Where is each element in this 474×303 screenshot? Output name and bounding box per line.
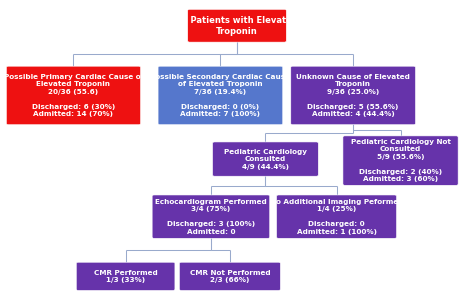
Text: Unknown Cause of Elevated
Troponin
9/36 (25.0%)

Discharged: 5 (55.6%)
Admitted:: Unknown Cause of Elevated Troponin 9/36 … (296, 74, 410, 117)
Text: 36 Patients with Elevated
Troponin: 36 Patients with Elevated Troponin (176, 16, 298, 36)
Text: Pediatric Cardiology
Consulted
4/9 (44.4%): Pediatric Cardiology Consulted 4/9 (44.4… (224, 148, 307, 170)
FancyBboxPatch shape (152, 195, 270, 238)
FancyBboxPatch shape (343, 136, 458, 185)
Text: Possible Primary Cardiac Cause of
Elevated Troponin
20/36 (55.6)

Discharged: 6 : Possible Primary Cardiac Cause of Elevat… (3, 74, 144, 117)
FancyBboxPatch shape (6, 66, 141, 125)
Text: Possible Secondary Cardiac Cause
of Elevated Troponin
7/36 (19.4%)

Discharged: : Possible Secondary Cardiac Cause of Elev… (150, 74, 291, 117)
FancyBboxPatch shape (291, 66, 415, 125)
Text: CMR Performed
1/3 (33%): CMR Performed 1/3 (33%) (94, 270, 157, 283)
Text: No Additional Imaging Peformed
1/4 (25%)

Discharged: 0
Admitted: 1 (100%): No Additional Imaging Peformed 1/4 (25%)… (270, 199, 403, 235)
FancyBboxPatch shape (212, 142, 319, 176)
FancyBboxPatch shape (276, 195, 396, 238)
Text: Echocardiogram Performed
3/4 (75%)

Discharged: 3 (100%)
Admitted: 0: Echocardiogram Performed 3/4 (75%) Disch… (155, 199, 267, 235)
FancyBboxPatch shape (76, 262, 175, 290)
FancyBboxPatch shape (158, 66, 283, 125)
FancyBboxPatch shape (188, 9, 286, 42)
FancyBboxPatch shape (179, 262, 281, 290)
Text: Pediatric Cardiology Not
Consulted
5/9 (55.6%)

Discharged: 2 (40%)
Admitted: 3 : Pediatric Cardiology Not Consulted 5/9 (… (351, 139, 450, 182)
Text: CMR Not Performed
2/3 (66%): CMR Not Performed 2/3 (66%) (190, 270, 270, 283)
